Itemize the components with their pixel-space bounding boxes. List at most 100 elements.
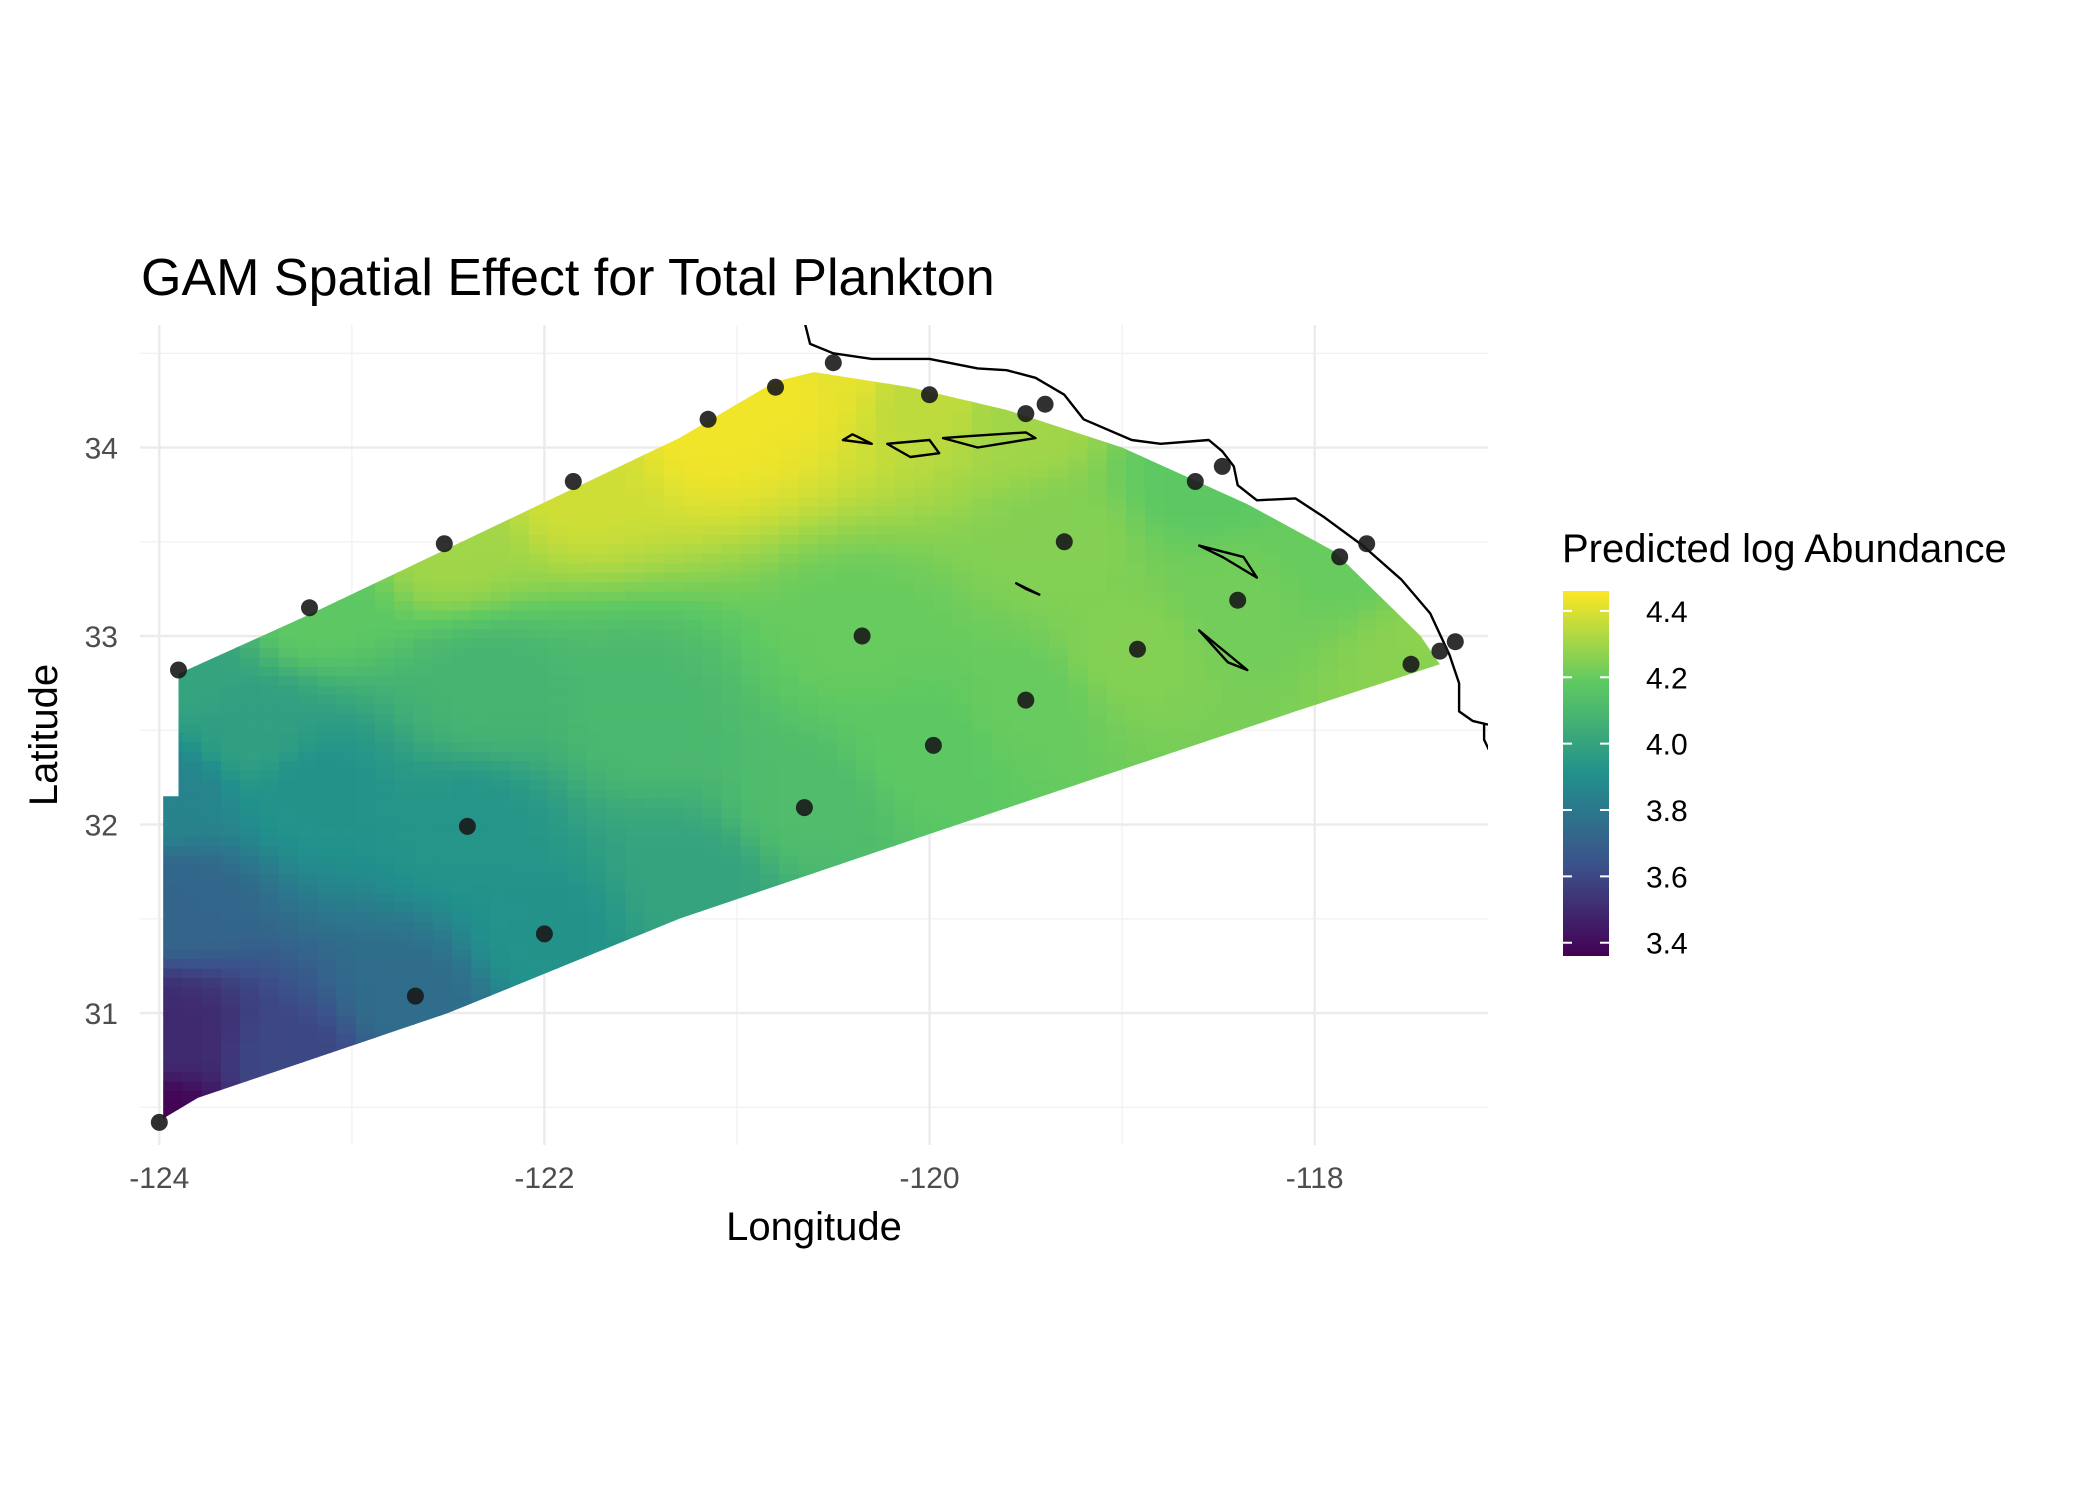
heatmap-cell [568,732,588,742]
heatmap-cell [394,431,414,441]
heatmap-cell [972,1109,992,1119]
heatmap-cell [182,402,202,412]
heatmap-cell [972,534,992,544]
heatmap-cell [953,676,973,686]
heatmap-cell [548,789,568,799]
heatmap-cell [625,666,645,676]
heatmap-cell [683,808,703,818]
heatmap-cell [182,1015,202,1025]
heatmap-cell [664,685,684,695]
heatmap-cell [298,760,318,770]
heatmap-cell [741,845,761,855]
heatmap-cell [452,845,472,855]
heatmap-cell [895,789,915,799]
heatmap-cell [1049,789,1069,799]
heatmap-cell [683,487,703,497]
heatmap-cell [779,1053,799,1063]
heatmap-cell [606,591,626,601]
heatmap-cell [702,506,722,516]
heatmap-cell [914,958,934,968]
heatmap-cell [510,402,530,412]
heatmap-cell [953,497,973,507]
heatmap-cell [548,874,568,884]
heatmap-cell [606,647,626,657]
heatmap-cell [683,704,703,714]
heatmap-cell [182,572,202,582]
heatmap-cell [1184,789,1204,799]
heatmap-cell [702,723,722,733]
heatmap-cell [991,996,1011,1006]
heatmap-cell [182,911,202,921]
heatmap-cell [202,374,222,384]
heatmap-cell [182,638,202,648]
heatmap-cell [1203,600,1223,610]
heatmap-cell [683,798,703,808]
heatmap-cell [645,459,665,469]
heatmap-cell [895,742,915,752]
heatmap-cell [972,478,992,488]
heatmap-cell [163,383,183,393]
heatmap-cell [1030,610,1050,620]
heatmap-cell [1338,704,1358,714]
heatmap-cell [1184,930,1204,940]
heatmap-cell [529,1053,549,1063]
heatmap-cell [587,600,607,610]
heatmap-cell [221,1090,241,1100]
heatmap-cell [683,1015,703,1025]
heatmap-cell [1049,572,1069,582]
heatmap-cell [818,497,838,507]
heatmap-cell [394,393,414,403]
heatmap-cell [221,874,241,884]
heatmap-cell [202,591,222,601]
heatmap-cell [1338,459,1358,469]
heatmap-cell [221,506,241,516]
heatmap-cell [760,1081,780,1091]
heatmap-cell [548,1034,568,1044]
heatmap-cell [722,874,742,884]
heatmap-cell [163,1100,183,1110]
heatmap-cell [375,685,395,695]
heatmap-cell [1030,657,1050,667]
heatmap-cell [1145,619,1165,629]
heatmap-cell [683,1100,703,1110]
heatmap-cell [317,610,337,620]
heatmap-cell [895,695,915,705]
heatmap-cell [1049,940,1069,950]
heatmap-cell [259,1081,279,1091]
heatmap-cell [298,911,318,921]
heatmap-cell [1165,374,1185,384]
heatmap-cell [1203,921,1223,931]
heatmap-cell [471,713,491,723]
heatmap-cell [491,657,511,667]
heatmap-cell [259,553,279,563]
heatmap-cell [452,572,472,582]
heatmap-cell [1165,1090,1185,1100]
heatmap-cell [972,695,992,705]
heatmap-cell [625,629,645,639]
heatmap-cell [1049,808,1069,818]
heatmap-cell [1165,977,1185,987]
heatmap-cell [1261,497,1281,507]
heatmap-cell [1165,459,1185,469]
heatmap-cell [1203,365,1223,375]
heatmap-cell [972,412,992,422]
heatmap-cell [1165,930,1185,940]
heatmap-cell [587,619,607,629]
heatmap-cell [856,365,876,375]
heatmap-cell [779,591,799,601]
heatmap-cell [1088,1072,1108,1082]
heatmap-cell [1145,497,1165,507]
heatmap-cell [279,591,299,601]
heatmap-cell [818,902,838,912]
heatmap-cell [1107,440,1127,450]
heatmap-cell [240,610,260,620]
heatmap-cell [606,949,626,959]
heatmap-cell [664,826,684,836]
heatmap-cell [471,808,491,818]
heatmap-cell [356,1090,376,1100]
heatmap-cell [1203,1034,1223,1044]
heatmap-cell [182,798,202,808]
heatmap-cell [163,713,183,723]
heatmap-cell [163,1006,183,1016]
heatmap-cell [876,600,896,610]
